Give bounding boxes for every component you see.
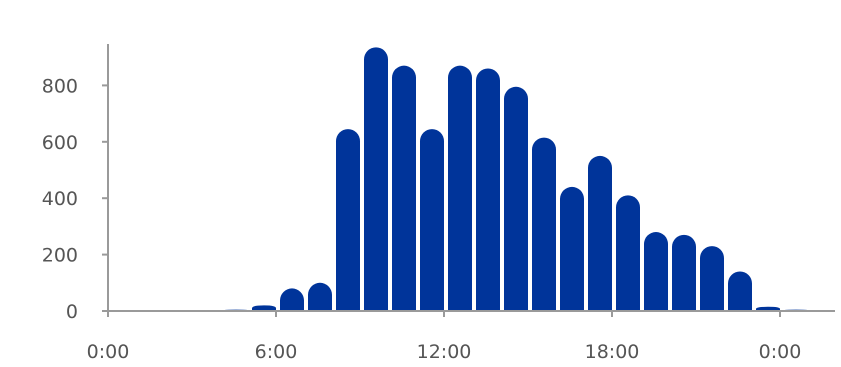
- bar-12: [448, 65, 473, 311]
- bar-22: [728, 271, 752, 311]
- bar-21: [700, 246, 724, 311]
- y-ticks-group: 0 200 400 600 800: [42, 75, 108, 323]
- x-ticks-group: 0:00 6:00 12:00 18:00 0:00: [87, 311, 802, 363]
- y-tick-label: 400: [42, 188, 78, 210]
- bars-group: [224, 47, 808, 312]
- bar-8: [336, 129, 360, 311]
- bar-5: [252, 305, 276, 311]
- bar-10: [392, 65, 416, 311]
- bar-6: [280, 288, 304, 311]
- bar-16: [560, 186, 584, 311]
- x-tick-label: 0:00: [87, 341, 130, 363]
- bar-13: [476, 68, 500, 311]
- x-tick-label: 12:00: [417, 341, 472, 363]
- bar-17: [588, 155, 612, 311]
- y-tick-label: 600: [42, 132, 78, 154]
- bar-11: [420, 129, 444, 311]
- bar-18: [616, 195, 640, 311]
- x-tick-label: 0:00: [759, 341, 802, 363]
- bar-19: [644, 232, 668, 311]
- y-tick-label: 0: [66, 301, 78, 323]
- bar-7: [308, 282, 332, 311]
- x-tick-label: 6:00: [255, 341, 298, 363]
- y-tick-label: 200: [42, 245, 78, 267]
- bar-20: [672, 234, 696, 311]
- bar-14: [504, 86, 528, 312]
- y-tick-label: 800: [42, 75, 78, 97]
- bar-15: [532, 137, 556, 311]
- axes-group: [107, 44, 835, 312]
- bar-23: [756, 306, 780, 311]
- bar-9: [364, 47, 389, 311]
- x-tick-label: 18:00: [585, 341, 640, 363]
